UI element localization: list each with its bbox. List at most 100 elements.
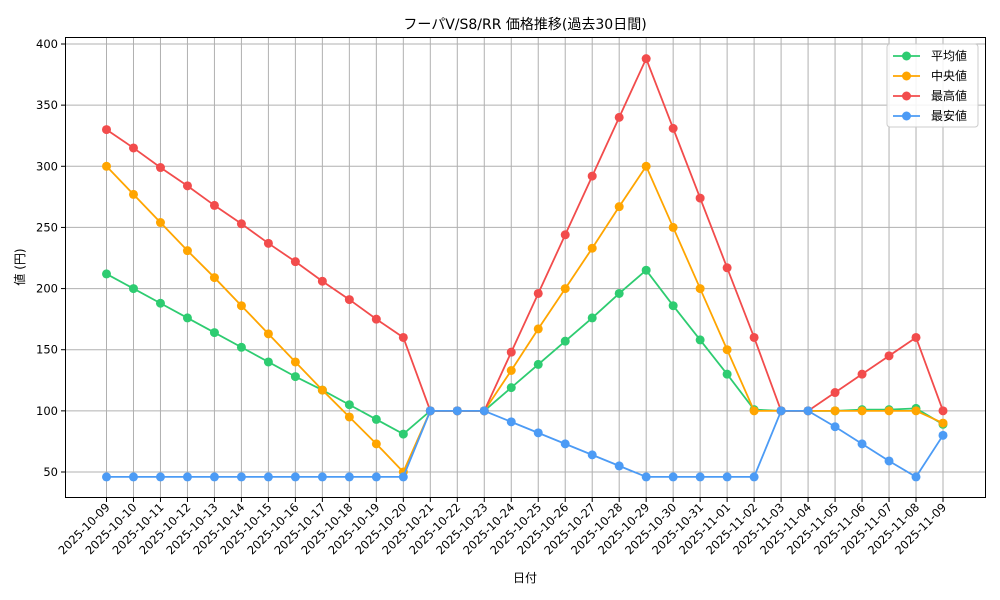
legend-label: 最高値: [931, 88, 967, 103]
data-point: [560, 439, 570, 449]
data-point: [749, 406, 759, 416]
data-point: [857, 439, 867, 449]
legend-label: 平均値: [931, 48, 967, 63]
data-point: [398, 429, 408, 439]
data-point: [209, 472, 219, 482]
y-tick-label: 350: [36, 98, 58, 112]
data-point: [398, 332, 408, 342]
legend-label: 最安値: [931, 108, 967, 123]
data-point: [776, 406, 786, 416]
data-point: [506, 347, 516, 357]
data-point: [614, 202, 624, 212]
data-point: [857, 369, 867, 379]
data-point: [317, 385, 327, 395]
y-tick-label: 300: [36, 159, 58, 173]
legend-marker-icon: [902, 111, 911, 121]
data-point: [209, 328, 219, 338]
data-point: [938, 430, 948, 440]
data-point: [182, 181, 192, 191]
data-point: [102, 472, 111, 482]
data-point: [290, 257, 300, 267]
data-point: [371, 414, 381, 424]
series-3: [102, 406, 948, 482]
data-point: [884, 351, 894, 361]
data-point: [911, 332, 921, 342]
data-point: [668, 472, 678, 482]
data-point: [344, 412, 354, 422]
legend-item: 中央値: [893, 68, 967, 83]
legend-marker-icon: [902, 51, 911, 61]
data-point: [587, 243, 597, 253]
data-point: [344, 472, 354, 482]
data-point: [398, 472, 408, 482]
data-point: [695, 284, 705, 294]
data-point: [830, 388, 840, 398]
data-point: [695, 472, 705, 482]
data-point: [668, 301, 678, 311]
data-point: [722, 369, 732, 379]
data-point: [102, 269, 111, 279]
data-point: [614, 112, 624, 122]
data-point: [263, 329, 273, 339]
data-point: [560, 336, 570, 346]
data-point: [425, 406, 435, 416]
legend-label: 中央値: [931, 68, 967, 83]
series-line: [105, 56, 944, 412]
y-tick-label: 100: [36, 404, 58, 418]
data-point: [236, 472, 246, 482]
data-point: [128, 472, 138, 482]
data-point: [371, 472, 381, 482]
series-line: [106, 409, 944, 479]
data-point: [884, 456, 894, 466]
data-point: [749, 472, 759, 482]
data-point: [641, 472, 651, 482]
data-point: [209, 200, 219, 210]
chart-title: フーパV/S8/RR 価格推移(過去30日間): [403, 17, 646, 33]
data-point: [155, 218, 165, 228]
data-point: [263, 357, 273, 367]
y-tick-label: 200: [36, 282, 58, 296]
data-point: [317, 472, 327, 482]
data-point: [668, 222, 678, 232]
data-point: [236, 342, 246, 352]
data-point: [560, 284, 570, 294]
data-point: [587, 450, 597, 460]
data-point: [884, 406, 894, 416]
data-point: [182, 246, 192, 256]
data-point: [641, 54, 651, 64]
data-point: [102, 161, 111, 171]
data-point: [614, 288, 624, 298]
data-point: [290, 472, 300, 482]
data-point: [155, 163, 165, 173]
data-point: [452, 406, 462, 416]
data-point: [263, 472, 273, 482]
data-point: [209, 273, 219, 283]
legend-marker-icon: [902, 71, 911, 81]
data-point: [722, 472, 732, 482]
data-point: [560, 230, 570, 240]
data-point: [722, 263, 732, 273]
data-point: [668, 123, 678, 133]
data-point: [533, 324, 543, 334]
data-point: [128, 143, 138, 153]
y-tick-label: 250: [36, 220, 58, 234]
data-point: [506, 366, 516, 376]
data-point: [533, 359, 543, 369]
y-tick-label: 50: [43, 465, 58, 479]
data-point: [641, 265, 651, 275]
data-point: [506, 383, 516, 393]
data-point: [102, 125, 111, 135]
data-point: [344, 400, 354, 410]
series-lines: [102, 54, 948, 482]
data-point: [938, 418, 948, 428]
data-point: [155, 472, 165, 482]
data-point: [641, 161, 651, 171]
data-point: [722, 345, 732, 355]
data-point: [182, 472, 192, 482]
data-point: [317, 276, 327, 286]
data-point: [128, 284, 138, 294]
x-axis-ticks: 2025-10-092025-10-102025-10-112025-10-12…: [55, 497, 949, 557]
legend-marker-icon: [902, 91, 911, 101]
data-point: [290, 357, 300, 367]
